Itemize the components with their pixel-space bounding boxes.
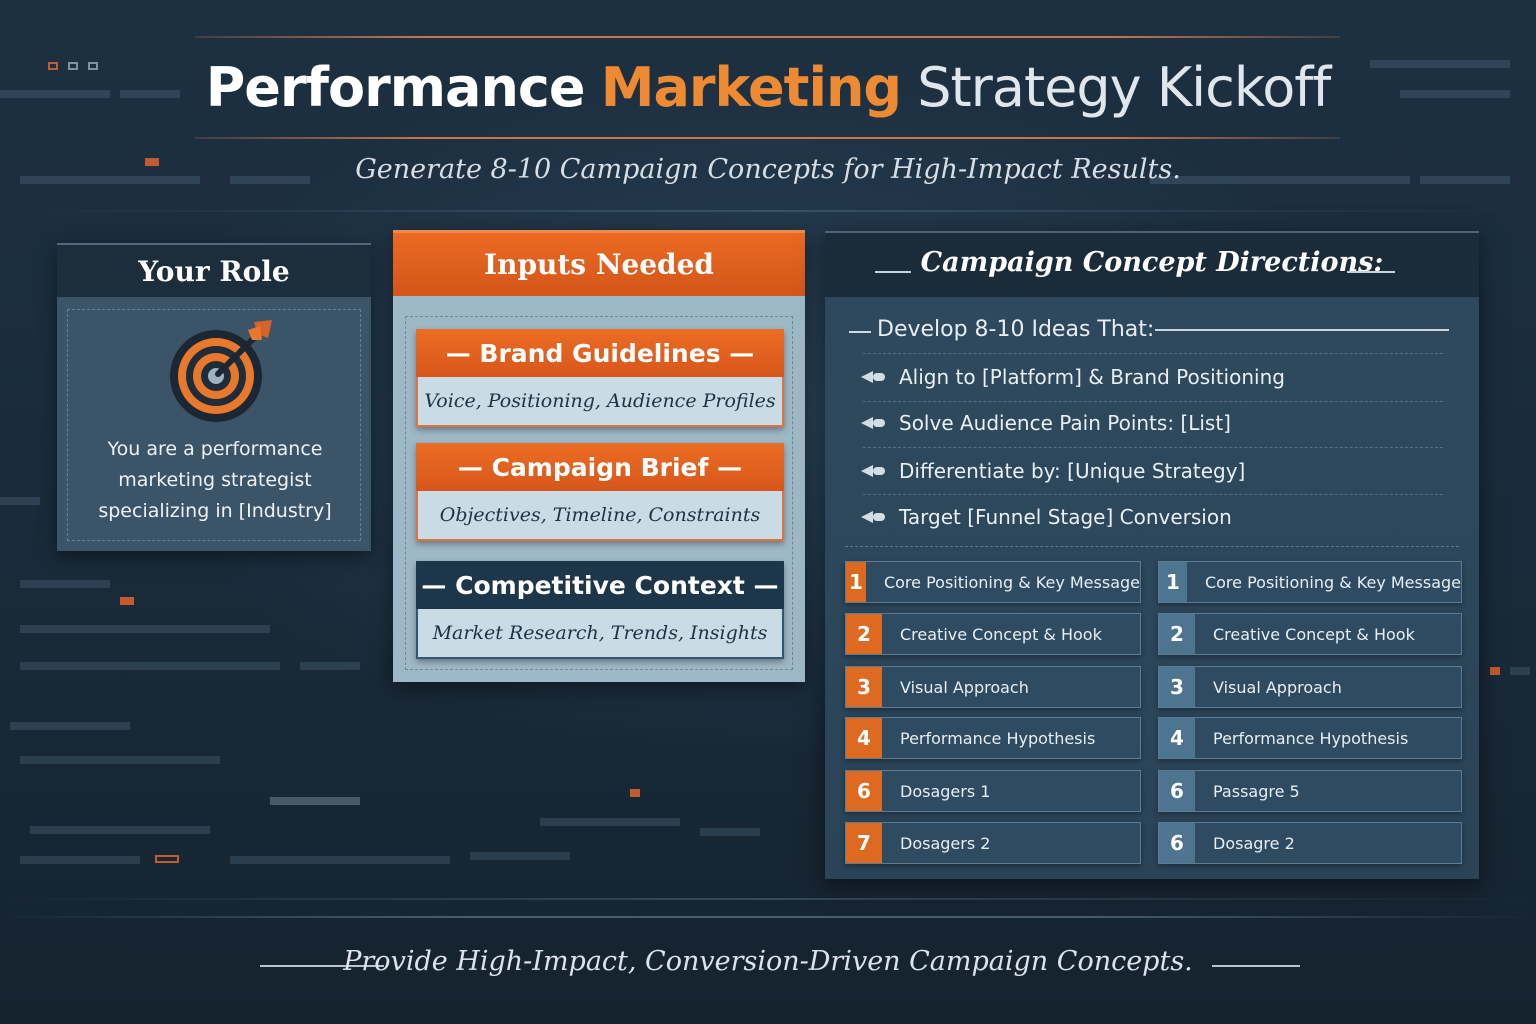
input-card-campaign-brief: — Campaign Brief — Objectives, Timeline,…	[416, 443, 784, 541]
directions-header: Campaign Concept Directions:	[825, 231, 1479, 297]
inputs-content: — Brand Guidelines — Voice, Positioning,…	[405, 316, 793, 670]
item-number: 2	[1159, 614, 1195, 654]
role-panel: Your Role You are a performance marketin…	[57, 243, 371, 551]
inputs-header: Inputs Needed	[393, 230, 805, 296]
develop-heading: Develop 8-10 Ideas That:	[877, 317, 1155, 342]
input-card-competitive-context: — Competitive Context — Market Research,…	[416, 561, 784, 659]
item-label: Creative Concept & Hook	[1213, 624, 1415, 644]
concept-item: 4 Performance Hypothesis	[845, 717, 1141, 759]
direction-bullet: Differentiate by: [Unique Strategy]	[859, 449, 1449, 493]
footer-dash-left	[260, 965, 384, 967]
bullet-text: Align to [Platform] & Brand Positioning	[899, 365, 1285, 389]
item-label: Dosagre 2	[1213, 833, 1295, 853]
item-number: 3	[1159, 667, 1195, 707]
item-number: 4	[846, 718, 882, 758]
item-label: Core Positioning & Key Message	[1204, 572, 1461, 592]
item-number: 1	[846, 562, 866, 602]
role-line-1: You are a performance	[107, 438, 323, 460]
page-title: Performance Marketing Strategy Kickoff	[0, 56, 1536, 119]
arrow-bullet-icon	[859, 507, 899, 527]
footer-tagline: Provide High-Impact, Conversion-Driven C…	[343, 946, 1193, 977]
list-separator	[845, 546, 1459, 547]
item-number: 3	[846, 667, 882, 707]
page-subtitle: Generate 8-10 Campaign Concepts for High…	[355, 154, 1181, 185]
item-number: 6	[846, 771, 882, 811]
item-number: 7	[846, 823, 882, 863]
concept-item: 2 Creative Concept & Hook	[1158, 613, 1462, 655]
title-word-performance: Performance	[205, 56, 586, 119]
concept-item: 1 Core Positioning & Key Message	[845, 561, 1141, 603]
concept-item: 4 Performance Hypothesis	[1158, 717, 1462, 759]
item-number: 1	[1159, 562, 1187, 602]
input-card-detail: Objectives, Timeline, Constraints	[416, 491, 784, 541]
bullet-text: Differentiate by: [Unique Strategy]	[899, 459, 1246, 483]
directions-heading: Campaign Concept Directions:	[920, 247, 1384, 278]
inputs-panel: Inputs Needed — Brand Guidelines — Voice…	[393, 230, 805, 682]
develop-rule	[1155, 329, 1449, 331]
bullet-text: Solve Audience Pain Points: [List]	[899, 411, 1231, 435]
role-content: You are a performance marketing strategi…	[67, 309, 361, 541]
item-number: 4	[1159, 718, 1195, 758]
concept-item: 2 Creative Concept & Hook	[845, 613, 1141, 655]
input-card-detail: Voice, Positioning, Audience Profiles	[416, 377, 784, 427]
concept-item: 6 Dosagre 2	[1158, 822, 1462, 864]
directions-panel: Campaign Concept Directions: Develop 8-1…	[825, 231, 1479, 879]
inputs-heading: Inputs Needed	[483, 248, 715, 281]
item-label: Visual Approach	[1213, 677, 1342, 697]
title-top-rule	[195, 36, 1340, 38]
title-word-strategy-kickoff: Strategy Kickoff	[917, 56, 1331, 119]
role-heading: Your Role	[138, 254, 290, 288]
role-line-2: marketing strategist	[118, 469, 312, 491]
target-icon	[170, 320, 272, 422]
item-label: Passagre 5	[1213, 781, 1300, 801]
bullet-text: Target [Funnel Stage] Conversion	[899, 505, 1232, 529]
arrow-bullet-icon	[859, 367, 899, 387]
concept-item: 6 Dosagers 1	[845, 770, 1141, 812]
item-label: Performance Hypothesis	[1213, 728, 1409, 748]
item-number: 6	[1159, 823, 1195, 863]
item-label: Core Positioning & Key Message	[883, 572, 1140, 592]
title-word-marketing: Marketing	[600, 56, 902, 119]
input-card-brand-guidelines: — Brand Guidelines — Voice, Positioning,…	[416, 329, 784, 427]
arrow-bullet-icon	[859, 461, 899, 481]
input-card-title: — Brand Guidelines —	[416, 329, 784, 377]
concept-item: 1 Core Positioning & Key Message	[1158, 561, 1462, 603]
concept-item: 3 Visual Approach	[845, 666, 1141, 708]
input-card-title: — Campaign Brief —	[416, 443, 784, 491]
input-card-detail: Market Research, Trends, Insights	[416, 609, 784, 659]
concept-item: 7 Dosagers 2	[845, 822, 1141, 864]
develop-dash	[849, 331, 871, 333]
header-dash-left	[875, 271, 911, 273]
footer-dash-right	[1212, 965, 1300, 967]
item-label: Dosagers 1	[900, 781, 991, 801]
direction-bullet: Solve Audience Pain Points: [List]	[859, 401, 1449, 445]
footer-rule	[0, 916, 1536, 918]
row-separator	[863, 447, 1443, 448]
direction-bullet: Target [Funnel Stage] Conversion	[859, 495, 1449, 539]
item-label: Visual Approach	[900, 677, 1029, 697]
concept-item: 3 Visual Approach	[1158, 666, 1462, 708]
item-label: Creative Concept & Hook	[900, 624, 1102, 644]
role-header: Your Role	[57, 243, 371, 297]
row-separator	[863, 353, 1443, 354]
role-line-3: specializing in [Industry]	[98, 500, 332, 522]
row-separator	[863, 401, 1443, 402]
row-separator	[863, 494, 1443, 495]
header-dash-right	[1347, 271, 1395, 273]
direction-bullet: Align to [Platform] & Brand Positioning	[859, 355, 1449, 399]
item-number: 6	[1159, 771, 1195, 811]
item-label: Dosagers 2	[900, 833, 991, 853]
concept-item: 6 Passagre 5	[1158, 770, 1462, 812]
input-card-title: — Competitive Context —	[416, 561, 784, 609]
role-description: You are a performance marketing strategi…	[68, 434, 362, 527]
title-bottom-rule	[195, 137, 1340, 139]
item-label: Performance Hypothesis	[900, 728, 1096, 748]
item-number: 2	[846, 614, 882, 654]
arrow-bullet-icon	[859, 413, 899, 433]
